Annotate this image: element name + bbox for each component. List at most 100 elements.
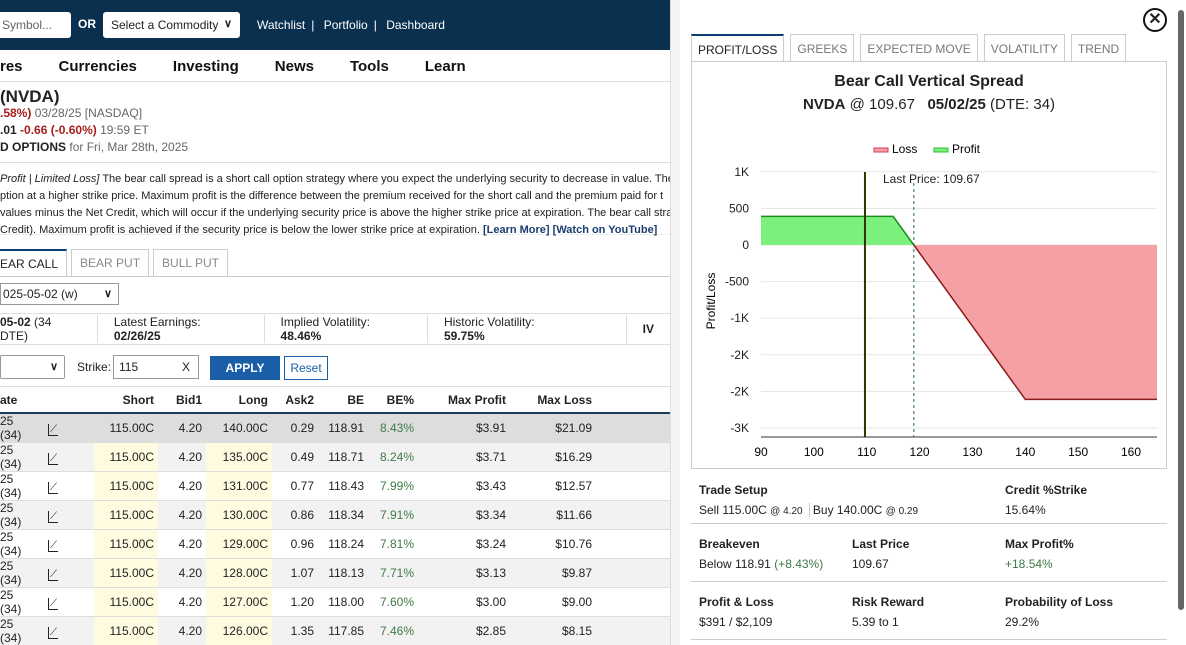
watchlist-link[interactable]: Watchlist [257,18,306,32]
table-row[interactable]: 25 (34) ⟋ 115.00C 4.20 135.00C 0.49 118.71 8.24… [0,442,670,472]
table-cell: 1.35 [272,616,318,645]
table-cell: 118.43 [318,471,368,501]
table-cell: $11.66 [510,500,596,530]
table-cell: 129.00C [206,529,272,559]
nav-tools[interactable]: Tools [349,58,389,75]
table-cell: $10.76 [510,529,596,559]
column-header[interactable]: Max Profit [418,387,510,414]
legend-loss: Loss [892,142,917,156]
column-header[interactable]: Bid1 [158,387,206,414]
table-cell: 4.20 [158,616,206,645]
expiration-select[interactable]: 025-05-02 (w) ∨ [0,283,119,305]
table-cell: 118.91 [318,413,368,443]
table-cell: 7.99% [368,471,418,501]
nav-investing[interactable]: Investing [172,58,239,75]
table-cell: +3 [596,529,670,559]
x-tick-label: 100 [804,445,824,459]
column-header[interactable]: Short [94,387,158,414]
table-cell: 25 (34) [0,529,42,559]
table-cell: $12.57 [510,471,596,501]
table-cell: 0.96 [272,529,318,559]
table-cell: 118.71 [318,442,368,472]
tab-profit-loss[interactable]: PROFIT/LOSS [691,34,785,61]
trade-setup-row: Trade Setup Sell 115.00C @ 4.20 Buy 140.0… [691,470,1167,524]
column-header[interactable]: BE% [368,387,418,414]
table-row[interactable]: 25 (34) ⟋ 115.00C 4.20 127.00C 1.20 118.00 7.60… [0,587,670,617]
main-nav: res Currencies Investing News Tools Lear… [0,50,670,82]
nav-futures[interactable]: res [0,58,23,75]
tab-bull-put[interactable]: BULL PUT [153,249,228,276]
tab-trend[interactable]: TREND [1070,34,1127,61]
table-row[interactable]: 25 (34) ⟋ 115.00C 4.20 140.00C 0.29 118.91 8.43… [0,413,670,443]
table-cell: 118.24 [318,529,368,559]
x-tick-label: 90 [754,445,768,459]
table-cell: 25 (34) [0,587,42,617]
learn-more-link[interactable]: [Learn More] [482,224,550,236]
legend-profit: Profit [952,142,981,156]
column-header[interactable]: Max Pr [596,387,670,414]
scrollbar[interactable] [1178,10,1184,610]
column-header[interactable]: BE [318,387,368,414]
column-header[interactable] [42,387,94,414]
strike-input[interactable]: 115 X [113,355,199,379]
chart-cell: ⟋ [42,442,94,472]
y-tick-label: -2K [730,384,749,398]
chart-icon[interactable]: ⟋ [48,569,58,581]
commodity-select[interactable]: Select a Commodity ∨ [103,12,240,38]
chevron-down-icon: ∨ [49,361,58,373]
strategy-tabs: EAR CALL BEAR PUT BULL PUT [0,249,670,277]
chart-icon[interactable]: ⟋ [48,511,58,523]
table-row[interactable]: 25 (34) ⟋ 115.00C 4.20 126.00C 1.35 117.85 7.46… [0,616,670,645]
tab-volatility[interactable]: VOLATILITY [983,34,1065,61]
filter-select[interactable]: ∨ [0,355,65,379]
column-header[interactable]: Ask2 [272,387,318,414]
table-cell: +3 [596,616,670,645]
table-cell: 7.81% [368,529,418,559]
table-cell: 4.20 [158,500,206,530]
chart-icon[interactable]: ⟋ [48,424,58,436]
close-icon[interactable]: ✕ [1143,8,1167,32]
tab-bear-put[interactable]: BEAR PUT [71,249,150,276]
symbol-name: (NVDA) [0,87,60,106]
table-cell: 25 (34) [0,616,42,645]
after-change: -0.66 (-0.60%) [20,123,97,137]
table-row[interactable]: 25 (34) ⟋ 115.00C 4.20 128.00C 1.07 118.13 7.71… [0,558,670,588]
chart-cell: ⟋ [42,558,94,588]
apply-button[interactable]: APPLY [210,356,280,380]
table-cell: 0.77 [272,471,318,501]
dashboard-link[interactable]: Dashboard [386,18,445,32]
youtube-link[interactable]: [Watch on YouTube] [552,224,658,236]
nav-learn[interactable]: Learn [424,58,466,75]
tab-expected-move[interactable]: EXPECTED MOVE [860,34,978,61]
column-header[interactable]: Max Loss [510,387,596,414]
table-cell: 25 (34) [0,558,42,588]
table-cell: $3.13 [418,558,510,588]
reset-button[interactable]: Reset [284,356,328,380]
table-cell: 118.00 [318,587,368,617]
chart-icon[interactable]: ⟋ [48,482,58,494]
nav-news[interactable]: News [274,58,314,75]
column-header[interactable]: ate [0,387,42,414]
symbol-input[interactable]: Symbol... [0,12,71,38]
tab-bear-call[interactable]: EAR CALL [0,249,68,276]
clear-icon[interactable]: X [181,360,190,374]
table-row[interactable]: 25 (34) ⟋ 115.00C 4.20 129.00C 0.96 118.24 7.81… [0,529,670,559]
breakeven-row: Breakeven Below 118.91 (+8.43%) Last Pric… [691,524,1167,582]
panel-resize-handle[interactable] [670,0,680,645]
chart-icon[interactable]: ⟋ [48,627,58,639]
portfolio-link[interactable]: Portfolio [323,18,368,32]
table-cell: $9.00 [510,587,596,617]
table-cell: $3.43 [418,471,510,501]
y-tick-label: 0 [742,238,749,252]
nav-currencies[interactable]: Currencies [58,58,137,75]
stat-iv: Implied Volatility: 48.46% [265,315,428,343]
chart-cell: ⟋ [42,616,94,645]
chart-icon[interactable]: ⟋ [48,453,58,465]
tab-greeks[interactable]: GREEKS [790,34,855,61]
chart-icon[interactable]: ⟋ [48,540,58,552]
column-header[interactable]: Long [206,387,272,414]
table-row[interactable]: 25 (34) ⟋ 115.00C 4.20 130.00C 0.86 118.34 7.91… [0,500,670,530]
table-row[interactable]: 25 (34) ⟋ 115.00C 4.20 131.00C 0.77 118.43 7.99… [0,471,670,501]
chart-icon[interactable]: ⟋ [48,598,58,610]
x-tick-label: 140 [1015,445,1035,459]
